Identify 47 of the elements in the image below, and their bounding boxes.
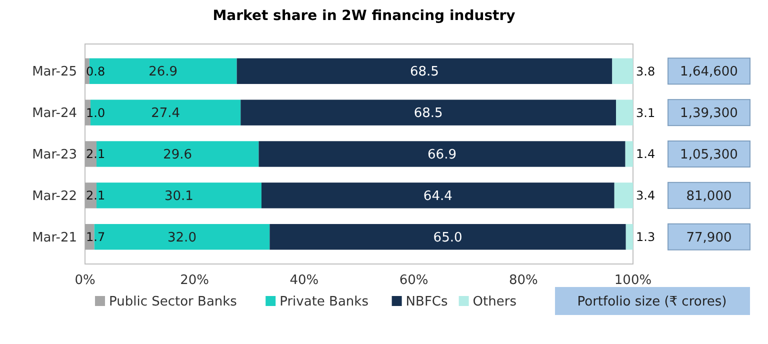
data-label: 1.4	[636, 147, 656, 162]
data-label: 32.0	[168, 230, 196, 246]
x-tick-label: 80%	[508, 273, 538, 288]
x-tick-label: 20%	[180, 273, 210, 288]
bar	[270, 224, 626, 250]
chart-title: Market share in 2W financing industry	[212, 8, 516, 24]
x-tick-label: 40%	[290, 273, 319, 288]
data-label: 68.5	[414, 106, 443, 122]
bar	[240, 100, 616, 126]
text: 1,64,600	[680, 64, 738, 80]
bar	[258, 141, 626, 167]
data-label: 29.6	[163, 148, 192, 163]
legend-label: Private Banks	[280, 294, 369, 310]
bar	[612, 58, 633, 84]
data-label: 30.1	[164, 188, 194, 204]
y-tick-label: Mar-22	[32, 188, 77, 204]
legend-label: Public Sector Banks	[109, 294, 238, 310]
x-tick-label: 60%	[399, 273, 428, 288]
bar	[625, 141, 633, 167]
bar	[626, 224, 633, 250]
data-label: 65.0	[433, 230, 462, 246]
text: 81,000	[686, 188, 732, 204]
data-label: 66.9	[428, 148, 456, 163]
text: 77,900	[686, 230, 732, 246]
y-tick-label: Mar-23	[32, 148, 77, 163]
data-label: 3.4	[636, 188, 656, 203]
data-label: 3.1	[636, 106, 656, 120]
bar	[614, 182, 633, 208]
bar	[261, 182, 614, 208]
text: Portfolio size (₹ crores)	[577, 294, 727, 310]
bar	[236, 58, 612, 84]
y-tick-label: Mar-24	[32, 106, 77, 122]
y-tick-label: Mar-21	[32, 230, 77, 246]
data-label: 3.8	[636, 64, 656, 78]
data-label: 26.9	[148, 64, 178, 80]
data-label: 64.4	[423, 188, 452, 204]
legend-label: NBFCs	[406, 294, 448, 310]
text: 1,05,300	[680, 148, 738, 163]
data-label: 68.5	[410, 64, 439, 80]
x-tick-label: 100%	[614, 273, 652, 288]
text: 1,39,300	[680, 106, 738, 122]
data-label: 1.3	[636, 230, 656, 244]
bar	[616, 100, 633, 126]
y-tick-label: Mar-25	[32, 64, 77, 80]
legend-label: Others	[472, 294, 517, 310]
data-label: 27.4	[151, 106, 180, 122]
x-tick-label: 0%	[74, 273, 96, 288]
